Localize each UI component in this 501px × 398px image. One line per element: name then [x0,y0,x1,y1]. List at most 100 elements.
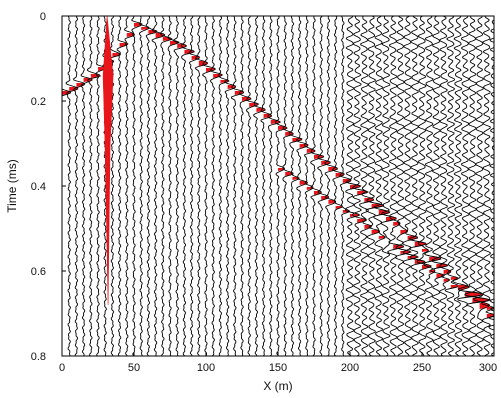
trace-line [116,16,129,356]
trace [124,16,135,356]
x-tick-label: 250 [413,362,431,374]
trace-line [452,16,471,356]
trace [303,16,316,356]
positive-fill [364,198,374,229]
trace [444,16,460,356]
trace-line [218,16,230,356]
trace-line [124,16,135,356]
trace [372,16,391,356]
trace [160,16,173,356]
trace-line [72,16,86,356]
trace [288,16,303,356]
trace [480,16,494,356]
y-tick-label: 0.4 [31,181,46,193]
trace [473,16,490,356]
trace-line [339,16,352,356]
trace [138,16,150,356]
trace-line [288,16,303,356]
trace [438,16,452,356]
trace-line [444,16,460,356]
trace [416,16,432,356]
trace [352,16,369,356]
trace-line [86,16,101,356]
trace-line [464,16,492,356]
positive-fill [314,155,324,195]
trace-line [230,16,245,356]
trace-line [181,16,195,356]
trace-line [365,16,384,356]
trace-line [372,16,391,356]
trace-line [408,16,427,356]
trace-line [473,16,490,356]
x-tick-label: 150 [269,362,287,374]
trace [282,16,294,356]
x-tick-label: 100 [197,362,215,374]
highlighted-trace [102,16,114,306]
trace [130,16,143,356]
trace-line [246,16,260,356]
positive-fill [371,204,384,234]
trace-line [167,16,180,356]
x-tick-label: 300 [479,362,497,374]
trace-line [282,16,294,356]
y-tick-label: 0.8 [31,351,46,363]
positive-fill [90,74,101,78]
trace-line [95,16,108,356]
positive-fill [393,222,404,249]
trace [408,16,427,356]
positive-fill [112,53,121,57]
trace [402,16,420,356]
trace [344,16,362,356]
trace-line [173,16,188,356]
trace [358,16,375,356]
positive-fill [328,167,338,204]
trace-line [303,16,316,356]
trace [394,16,412,356]
trace [310,16,325,356]
positive-fill [350,185,361,217]
trace-line [296,16,309,356]
trace-line [145,16,158,356]
trace [209,16,224,356]
trace-line [160,16,173,356]
trace-line [138,16,150,356]
trace-line [324,16,338,356]
trace [238,16,252,356]
trace-line [438,16,452,356]
trace [324,16,338,356]
trace-line [253,16,266,356]
positive-fill [335,173,345,209]
plot-frame [61,15,495,357]
trace-line [457,16,484,356]
plot-area [62,16,494,356]
trace [488,16,494,356]
trace [457,16,484,356]
y-tick-label: 0.2 [31,96,46,108]
trace [253,16,266,356]
trace [339,16,352,356]
trace-line [80,16,93,356]
positive-fill [357,191,368,223]
x-tick-label: 0 [59,362,65,374]
trace [246,16,260,356]
trace [145,16,158,356]
positive-fill [141,27,150,30]
trace [464,16,492,356]
positive-fill [479,303,490,309]
trace-line [130,16,143,356]
positive-fill [472,298,491,303]
trace-line [274,16,288,356]
trace-line [480,16,494,356]
trace-line [386,16,404,356]
y-tick-label: 0.6 [31,266,46,278]
positive-fill [450,277,459,288]
positive-fill [422,249,432,269]
trace [274,16,288,356]
trace [423,16,442,356]
positive-fill [486,307,494,318]
x-axis-ticks: 0 50 100 150 200 250 300 [59,352,497,374]
positive-fill [148,30,157,34]
trace-line [358,16,375,356]
trace-line [332,16,345,356]
